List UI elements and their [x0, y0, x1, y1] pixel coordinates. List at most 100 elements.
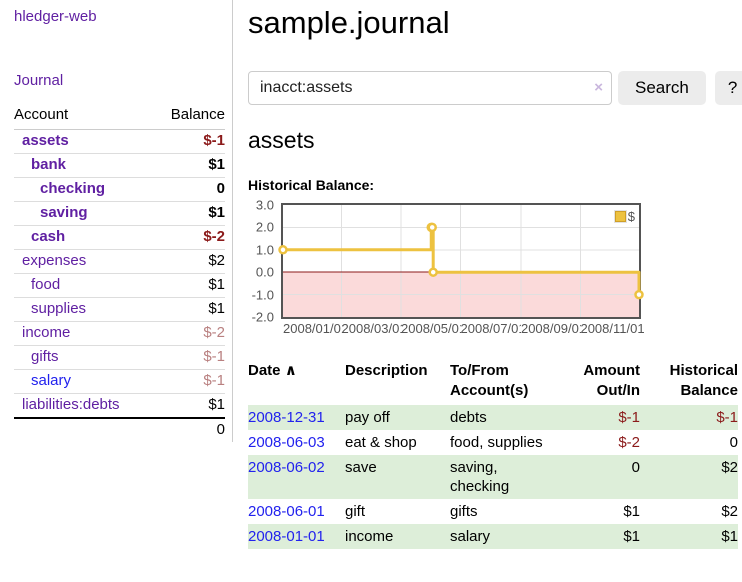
cell-balance: $2: [648, 499, 738, 524]
account-row: expenses $2: [14, 249, 225, 274]
data-point-marker: [428, 267, 438, 277]
table-row: 2008-06-03 eat & shop food, supplies $-2 0: [248, 430, 738, 455]
historical-balance-chart: 3.0 2.0 1.0 0.0 -1.0 -2.0 $ 2008/01/01 2008/03…: [248, 198, 645, 338]
cell-date: 2008-06-03: [248, 430, 345, 455]
account-balance: $-1: [153, 345, 225, 370]
balance-value: $-2: [203, 324, 225, 341]
cell-description: income: [345, 528, 394, 545]
x-tick-label: 2008/05/01: [401, 321, 462, 336]
data-point-marker: [278, 245, 288, 255]
help-button[interactable]: ?: [714, 71, 742, 105]
chart-plot: $: [278, 203, 644, 319]
register-tbody: 2008-12-31 pay off debts $-1 $-1 2008-06-03 ea…: [248, 405, 738, 549]
cell-balance: $-1: [648, 405, 738, 430]
cell-date: 2008-06-02: [248, 455, 345, 499]
account-cell: cash: [14, 225, 154, 250]
cell-date: 2008-06-01: [248, 499, 345, 524]
balance-value: $2: [208, 252, 225, 269]
account-heading: assets: [248, 127, 315, 153]
date-link[interactable]: 2008-12-31: [248, 409, 325, 426]
clear-search-icon[interactable]: ×: [594, 79, 603, 96]
account-link[interactable]: gifts: [31, 348, 59, 365]
cell-amount: $-1: [562, 405, 648, 430]
account-cell: income: [14, 321, 154, 346]
date-link[interactable]: 2008-06-01: [248, 503, 325, 520]
balance-value: 0: [216, 180, 225, 197]
chart-y-axis: 3.0 2.0 1.0 0.0 -1.0 -2.0: [248, 198, 274, 325]
cell-accounts: salary: [450, 528, 491, 545]
col-header-balance: Historical Balance: [669, 362, 738, 399]
account-link[interactable]: cash: [31, 228, 66, 245]
account-cell: food: [14, 273, 154, 298]
data-point-marker: [634, 289, 644, 300]
search-input[interactable]: [248, 71, 612, 105]
cell-amount: $1: [562, 524, 648, 549]
account-link[interactable]: expenses: [22, 252, 87, 269]
account-balance: $-2: [153, 225, 225, 250]
account-row: checking 0: [14, 177, 225, 202]
account-link[interactable]: salary: [31, 372, 72, 389]
balance-value: $2: [721, 459, 738, 476]
balance-value: $1: [721, 528, 738, 545]
account-link[interactable]: bank: [31, 156, 67, 173]
y-tick-label: 2.0: [255, 219, 274, 235]
account-link[interactable]: food: [31, 276, 61, 293]
account-link[interactable]: saving: [40, 204, 88, 221]
account-link[interactable]: liabilities:debts: [22, 396, 120, 413]
cell-amount: 0: [562, 455, 648, 499]
account-balance: $1: [153, 273, 225, 298]
account-cell: gifts: [14, 345, 154, 370]
account-balance: 0: [153, 177, 225, 202]
cell-description: eat & shop: [345, 434, 417, 451]
balance-value: $-1: [716, 409, 738, 426]
search-box: ×: [248, 71, 612, 105]
account-cell: bank: [14, 153, 154, 178]
x-tick-label: 2008/03/01: [341, 321, 402, 336]
accounts-tbody: assets $-1 bank $1 checking 0 saving $1 cash $-2 e…: [14, 129, 225, 419]
cell-accounts: gifts: [450, 503, 478, 520]
balance-value: $1: [208, 300, 225, 317]
balance-value: $2: [721, 503, 738, 520]
account-row: bank $1: [14, 153, 225, 178]
account-cell: salary: [14, 369, 154, 394]
x-tick-label: 2008/07/01: [460, 321, 521, 336]
cell-amount: $1: [562, 499, 648, 524]
account-link[interactable]: checking: [40, 180, 106, 197]
accounts-table: Account Balance assets $-1 bank $1 checking 0…: [14, 106, 225, 442]
account-balance: $-1: [153, 369, 225, 394]
legend-swatch-icon: [614, 211, 626, 222]
cell-balance: $1: [648, 524, 738, 549]
chart-title: Historical Balance:: [248, 177, 375, 193]
cell-accounts: food, supplies: [450, 434, 543, 451]
amount-value: 0: [631, 459, 640, 476]
table-row: 2008-06-02 save saving, checking 0 $2: [248, 455, 738, 499]
page-title: sample.journal: [248, 5, 450, 40]
date-link[interactable]: 2008-06-03: [248, 434, 325, 451]
amount-value: $1: [623, 528, 640, 545]
date-link[interactable]: 2008-06-02: [248, 459, 325, 476]
sidebar-item-journal[interactable]: Journal: [14, 72, 64, 89]
balance-value: $1: [208, 276, 225, 293]
account-row: cash $-2: [14, 225, 225, 250]
account-link[interactable]: supplies: [31, 300, 87, 317]
account-row: assets $-1: [14, 129, 225, 154]
table-row: 2008-06-01 gift gifts $1 $2: [248, 499, 738, 524]
y-tick-label: -1.0: [251, 287, 274, 303]
account-balance: $-1: [153, 129, 225, 154]
balance-value: $1: [208, 156, 225, 173]
accounts-total-value: 0: [153, 417, 225, 442]
chart-svg: [278, 205, 644, 317]
balance-value: $-2: [203, 228, 225, 245]
hledger-web-app: hledger-web Journal Account Balance asse…: [14, 0, 742, 549]
account-link[interactable]: assets: [22, 132, 69, 149]
date-link[interactable]: 2008-01-01: [248, 528, 325, 545]
search-button[interactable]: Search: [618, 71, 706, 105]
accounts-header-account: Account: [14, 106, 154, 130]
app-title-link[interactable]: hledger-web: [14, 8, 97, 25]
account-link[interactable]: income: [22, 324, 71, 341]
account-row: food $1: [14, 273, 225, 298]
account-cell: supplies: [14, 297, 154, 322]
cell-description: gift: [345, 503, 366, 520]
balance-value: $1: [208, 396, 225, 413]
col-header-date[interactable]: Date ∧: [248, 359, 345, 405]
